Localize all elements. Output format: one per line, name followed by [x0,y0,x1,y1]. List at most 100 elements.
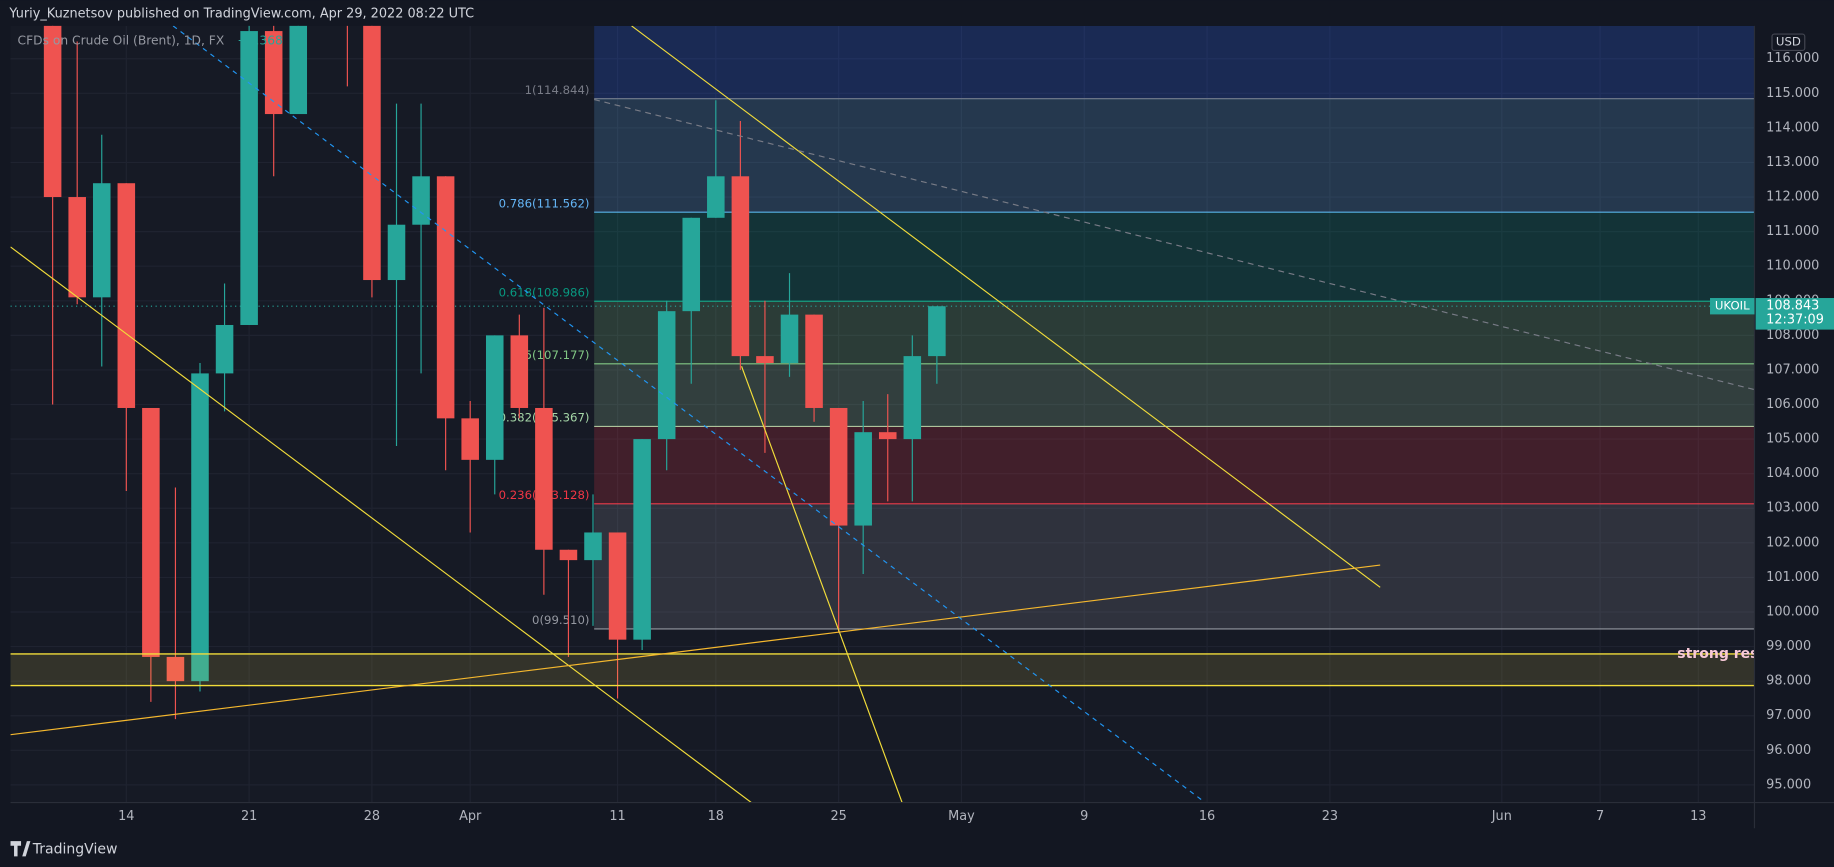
candle-body [633,439,651,640]
fib-band [594,25,1755,99]
candle-body [485,335,504,460]
annotation: strong resi [1677,646,1763,662]
y-tick-label: 106.000 [1766,397,1819,412]
y-tick-label: 101.000 [1766,570,1819,585]
x-tick-label: 14 [118,809,134,824]
x-tick-label: 18 [708,809,724,824]
logo-icon [10,841,31,857]
countdown: 12:37:09 [1766,313,1824,328]
fib-label: 0(99.510) [532,613,589,627]
axes: 95.000 96.000 97.000 98.000 99.000 100.000 101… [10,25,1834,829]
fib-label: 0.5(107.177) [513,348,589,362]
plot-area [10,25,1755,803]
x-tick-label: 25 [830,809,846,824]
candle-body [142,407,160,657]
y-tick-label: 113.000 [1766,155,1819,170]
y-tick-label: 112.000 [1766,190,1819,205]
x-tick-label: Apr [459,809,482,824]
candle-body [756,356,774,364]
x-tick-label: 11 [609,809,625,824]
symbol-title: CFDs on Crude Oil (Brent), 1D, FX [18,34,225,48]
candle-body [608,532,627,640]
candle-body [363,25,381,281]
y-tick-label: 99.000 [1766,639,1811,654]
grid [10,25,1755,803]
x-tick-label: 28 [364,809,380,824]
x-tick-label: May [948,809,975,824]
candle-body [535,407,553,550]
candle-body [264,31,283,115]
currency: USD [1776,35,1801,49]
trend-line [631,25,1381,588]
x-tick-label: 7 [1596,809,1604,824]
y-tick-label: 116.000 [1766,51,1819,66]
fib-band [594,301,1755,364]
candle-body [92,183,111,298]
y-tick-label: 97.000 [1766,708,1811,723]
y-tick-label: 102.000 [1766,535,1819,550]
y-tick-label: 107.000 [1766,362,1819,377]
candle-body [68,197,86,298]
symbol: UKOIL [1715,299,1750,313]
candle-body [510,335,529,408]
fib-retracement: 1(114.844) 0.786(111.562) 0.618(108.986) 0.… [499,25,1755,630]
price-tag [1755,298,1834,330]
footer-logo [10,841,31,857]
symbol-tag [1710,298,1755,315]
candle-body [289,25,308,115]
candle-body [191,373,209,682]
y-tick-label: 111.000 [1766,224,1819,239]
y-tick-label: 98.000 [1766,674,1811,689]
y-tick-label: 104.000 [1766,466,1819,481]
candle-body [854,432,872,526]
candle-body [387,224,406,281]
currency-box[interactable] [1771,33,1806,52]
fib-band [594,503,1755,629]
y-tick-label: 95.000 [1766,777,1811,792]
fib-band [594,363,1755,427]
y-tick-label: 105.000 [1766,432,1819,447]
candle-body [731,176,750,357]
candle-body [829,407,848,526]
candle-body [584,532,602,561]
candle-body [166,656,185,682]
dashed-trend-line [172,25,1207,803]
y-tick-label: 110.000 [1766,259,1819,274]
candle-body [43,25,62,198]
candle-body [682,217,701,312]
footer: TradingView [32,841,118,857]
change: +1.368 [237,34,282,48]
resistance-zone [10,653,1755,686]
candle-body [903,356,922,440]
candle-body [461,418,479,460]
fib-band [594,98,1755,213]
drawings: strong resi [10,25,1763,803]
candle-body [928,306,946,357]
header: Yuriy_Kuznetsov published on TradingView… [8,7,474,22]
x-tick-label: 9 [1080,809,1088,824]
candle-body [117,183,136,408]
x-tick-label: 21 [241,809,257,824]
candle-body [780,314,799,364]
candle-body [878,432,897,440]
fib-label: 0.786(111.562) [499,197,590,211]
fib-label: 0.618(108.986) [499,286,590,300]
candle-body [805,314,823,408]
y-tick-label: 108.000 [1766,328,1819,343]
x-tick-label: 16 [1199,809,1215,824]
candle-body [215,324,234,374]
last-price: 108.843 [1766,299,1819,314]
y-tick-label: 96.000 [1766,743,1811,758]
trend-line [10,564,1381,736]
y-tick-label: 100.000 [1766,604,1819,619]
x-tick-label: 23 [1322,809,1338,824]
candle-body [657,311,676,440]
x-tick-label: Jun [1491,809,1512,824]
trend-line [741,366,903,803]
candle-body [436,176,455,419]
candle-body [559,549,578,561]
candle-body [240,31,258,325]
candle-body [707,176,725,218]
y-tick-label: 114.000 [1766,120,1819,135]
